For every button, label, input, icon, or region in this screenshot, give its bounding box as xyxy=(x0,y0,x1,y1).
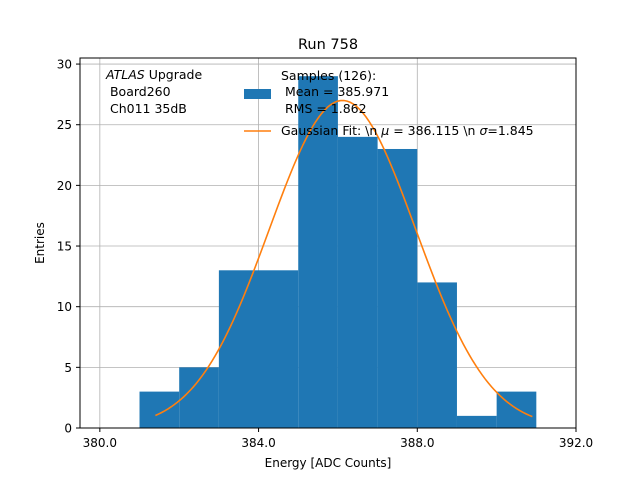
annotation-upgrade: Upgrade xyxy=(145,67,203,82)
x-tick-label-0: 380.0 xyxy=(83,436,117,450)
annotation-atlas: ATLAS xyxy=(105,67,145,82)
annotation-line-2: Board260 xyxy=(106,84,171,99)
annotation-line-1: ATLAS Upgrade xyxy=(105,67,202,82)
chart-title: Run 758 xyxy=(298,37,358,53)
legend-fit-prefix: Gaussian Fit: \n xyxy=(281,123,381,138)
histogram-bar-7 xyxy=(456,415,497,428)
x-tick-label-2: 388.0 xyxy=(400,436,434,450)
histogram-bar-5 xyxy=(377,148,418,428)
y-axis-label: Entries xyxy=(33,222,47,264)
y-ticks: 0 5 10 15 20 25 30 xyxy=(57,58,80,436)
histogram-bar-1 xyxy=(179,367,219,428)
axes-frame xyxy=(79,57,577,429)
y-tick-label-1: 5 xyxy=(64,361,72,375)
y-tick-label-2: 10 xyxy=(57,300,72,314)
legend-fit-mu: μ xyxy=(380,123,389,138)
x-axis-label: Energy [ADC Counts] xyxy=(265,456,392,470)
legend-fit-suffix: =1.845 xyxy=(487,123,533,138)
bars-layer xyxy=(139,76,537,429)
legend-samples-line-2: Mean = 385.971 xyxy=(281,84,389,99)
y-tick-label-5: 25 xyxy=(57,118,72,132)
legend-samples-line-1: Samples (126): xyxy=(281,68,376,83)
legend-fit-middle: = 386.115 \n xyxy=(389,123,479,138)
annotation-line-3: Ch011 35dB xyxy=(106,101,187,116)
y-tick-label-3: 15 xyxy=(57,240,72,254)
gaussian-fit-curve xyxy=(155,99,533,418)
y-tick-label-6: 30 xyxy=(57,58,72,72)
legend-fit-sigma: σ xyxy=(479,123,488,138)
x-tick-label-3: 392.0 xyxy=(559,436,593,450)
histogram-bar-2 xyxy=(218,270,299,428)
legend-fit-label: Gaussian Fit: \n μ = 386.115 \n σ=1.845 xyxy=(281,123,534,138)
legend: Samples (126): Mean = 385.971 RMS = 1.86… xyxy=(244,68,534,138)
legend-samples-line-3: RMS = 1.862 xyxy=(281,101,367,116)
x-tick-label-1: 384.0 xyxy=(241,436,275,450)
histogram-bar-4 xyxy=(337,136,378,428)
y-tick-label-4: 20 xyxy=(57,179,72,193)
legend-samples-swatch xyxy=(244,89,271,99)
fit-layer xyxy=(155,99,533,418)
histogram-bar-3 xyxy=(298,76,338,429)
histogram-bar-0 xyxy=(139,391,180,428)
y-tick-label-0: 0 xyxy=(64,422,72,436)
x-ticks: 380.0 384.0 388.0 392.0 xyxy=(83,428,593,450)
histogram-bar-6 xyxy=(417,282,457,428)
atlas-annotation: ATLAS Upgrade Board260 Ch011 35dB xyxy=(105,67,202,116)
